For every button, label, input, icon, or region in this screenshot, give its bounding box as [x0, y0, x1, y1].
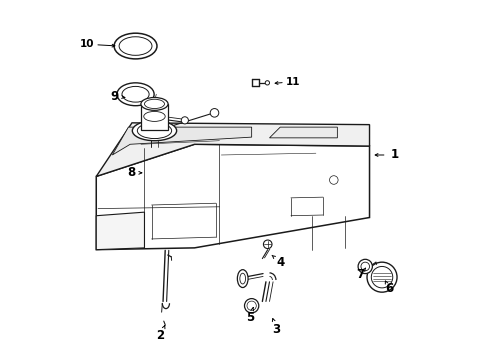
Polygon shape — [96, 123, 369, 176]
Text: 10: 10 — [80, 39, 94, 49]
Circle shape — [366, 262, 396, 292]
Ellipse shape — [237, 270, 247, 288]
Ellipse shape — [114, 33, 157, 59]
Polygon shape — [112, 127, 251, 155]
Circle shape — [210, 109, 218, 117]
Polygon shape — [96, 144, 369, 249]
Text: 2: 2 — [156, 329, 164, 342]
Ellipse shape — [141, 98, 168, 111]
Ellipse shape — [143, 111, 165, 121]
Circle shape — [357, 259, 372, 274]
Ellipse shape — [117, 83, 154, 106]
Circle shape — [244, 298, 258, 313]
Polygon shape — [141, 104, 168, 130]
Text: 11: 11 — [285, 77, 299, 87]
Polygon shape — [269, 127, 337, 138]
Text: 4: 4 — [276, 256, 284, 269]
Text: 7: 7 — [356, 268, 364, 281]
Circle shape — [263, 240, 271, 249]
Circle shape — [181, 117, 188, 124]
Text: 8: 8 — [126, 166, 135, 179]
Text: 3: 3 — [272, 323, 280, 336]
Text: 9: 9 — [110, 90, 118, 103]
Polygon shape — [96, 212, 144, 249]
Circle shape — [264, 81, 269, 85]
Ellipse shape — [132, 121, 176, 141]
Text: 5: 5 — [245, 311, 253, 324]
Text: 6: 6 — [384, 283, 392, 296]
Text: 1: 1 — [390, 148, 398, 162]
